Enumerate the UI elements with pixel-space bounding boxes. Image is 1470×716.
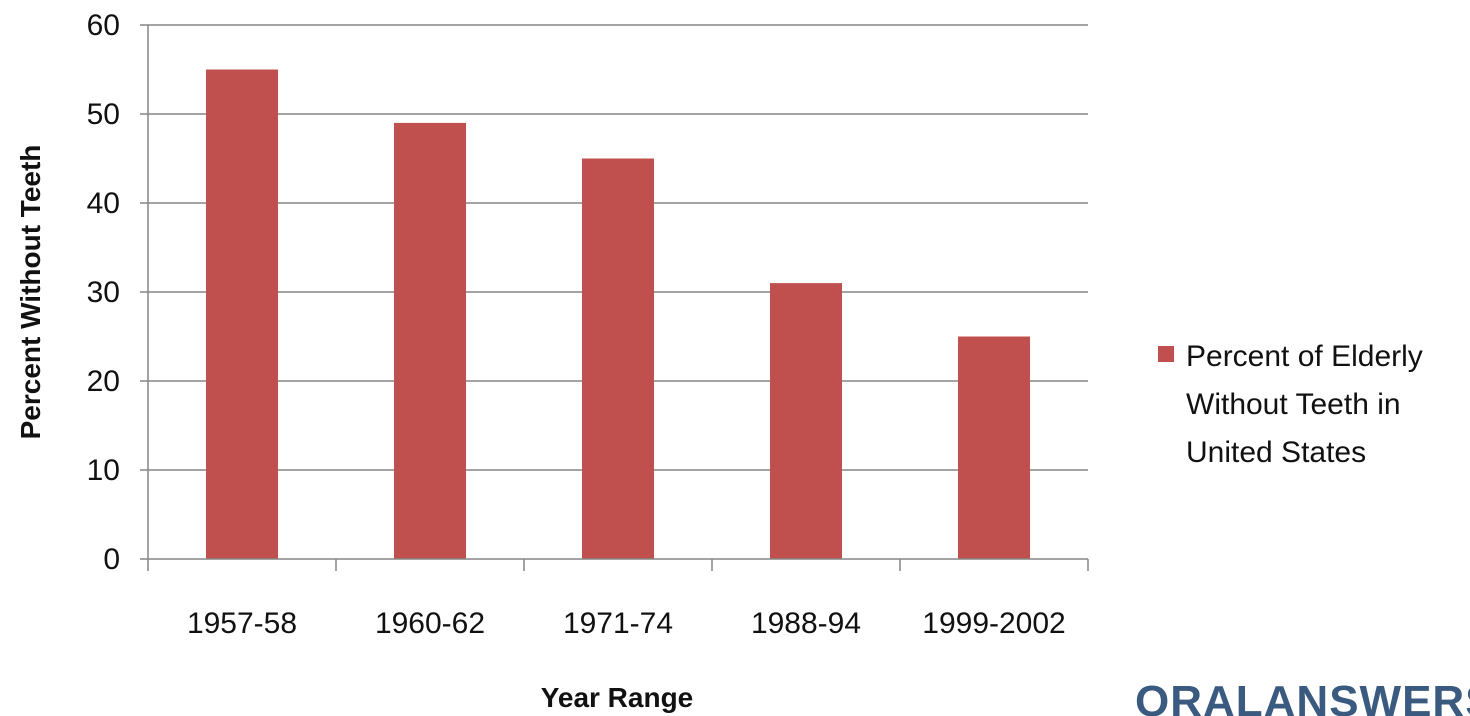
y-tick-label: 20 xyxy=(87,365,120,398)
x-tick-label: 1988-94 xyxy=(751,607,861,640)
bars xyxy=(206,69,1030,560)
bar-1957-58 xyxy=(206,69,278,559)
brand-watermark: ORALANSWERS xyxy=(1135,677,1470,716)
x-tick-labels: 1957-58 1960-62 1971-74 1988-94 1999-2002 xyxy=(187,607,1066,640)
bar-1971-74 xyxy=(582,158,654,559)
bar-1960-62 xyxy=(394,122,466,560)
y-tick-label: 50 xyxy=(87,98,120,131)
x-tick-label: 1999-2002 xyxy=(922,607,1065,640)
legend-label-line-3: United States xyxy=(1186,436,1366,469)
legend-swatch xyxy=(1158,346,1174,362)
bar-1999-2002 xyxy=(958,336,1030,559)
bar-1988-94 xyxy=(770,283,842,559)
legend-label-line-2: Without Teeth in xyxy=(1186,388,1401,421)
x-tick-label: 1960-62 xyxy=(375,607,485,640)
y-tick-label: 0 xyxy=(103,543,120,576)
x-tick-label: 1971-74 xyxy=(563,607,673,640)
legend: Percent of Elderly Without Teeth in Unit… xyxy=(1158,340,1423,469)
y-tick-label: 60 xyxy=(87,9,120,42)
y-tick-label: 30 xyxy=(87,276,120,309)
x-tick-label: 1957-58 xyxy=(187,607,297,640)
y-tick-label: 10 xyxy=(87,454,120,487)
y-tick-labels: 0 10 20 30 40 50 60 xyxy=(87,9,120,576)
axes xyxy=(140,24,1089,571)
x-axis-title: Year Range xyxy=(541,682,694,713)
y-tick-label: 40 xyxy=(87,187,120,220)
y-axis-title: Percent Without Teeth xyxy=(15,145,46,440)
legend-label-line-1: Percent of Elderly xyxy=(1186,340,1423,373)
